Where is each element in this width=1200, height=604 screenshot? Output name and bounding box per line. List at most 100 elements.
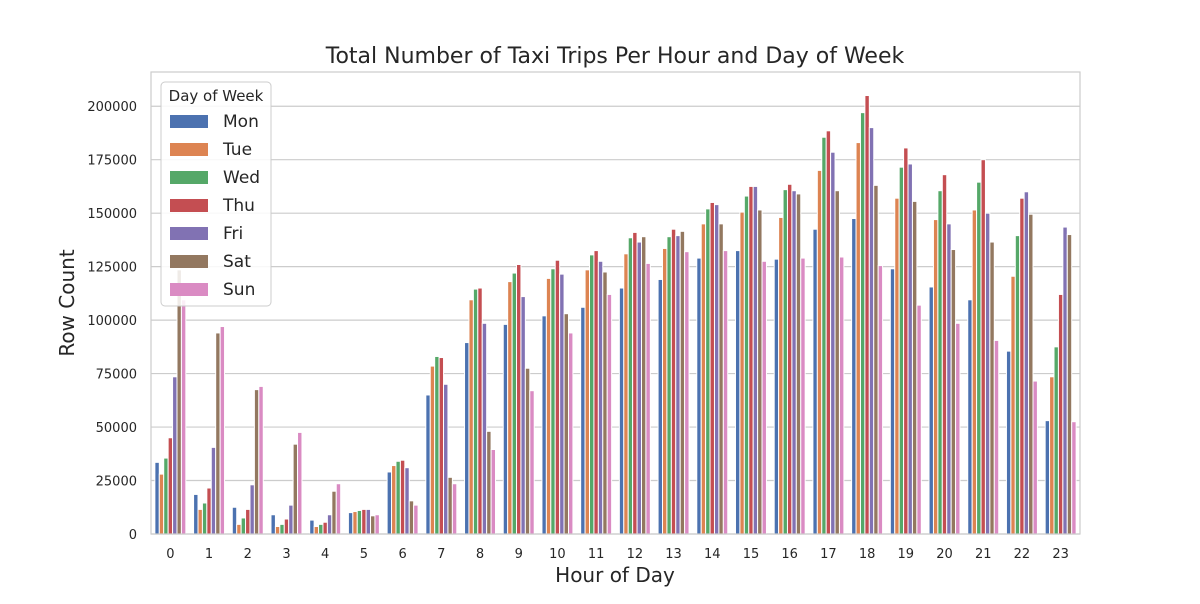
y-tick-label: 0 xyxy=(129,528,137,543)
x-tick-label: 23 xyxy=(1052,547,1069,562)
bar xyxy=(309,519,315,535)
bar xyxy=(722,250,729,535)
bar xyxy=(511,272,518,535)
y-tick-label: 125000 xyxy=(87,261,137,276)
bar xyxy=(739,211,745,535)
bar xyxy=(812,228,818,535)
bar xyxy=(597,260,604,535)
y-tick-label: 50000 xyxy=(96,421,137,436)
x-tick-label: 9 xyxy=(515,547,523,562)
bar xyxy=(782,189,788,535)
bar xyxy=(550,268,556,535)
x-tick-label: 0 xyxy=(166,547,174,562)
bar xyxy=(361,508,367,535)
y-tick-label: 150000 xyxy=(87,207,137,222)
legend-title: Day of Week xyxy=(169,87,264,105)
bar xyxy=(404,467,410,535)
bar xyxy=(941,174,948,535)
y-axis-ticks: 0 25000 50000 75000 100000 125000 150000 175000… xyxy=(87,100,137,543)
bar xyxy=(800,257,806,535)
bar xyxy=(873,184,879,535)
bar xyxy=(1049,376,1055,535)
bar xyxy=(662,247,668,535)
bar xyxy=(451,483,458,535)
bar xyxy=(529,390,535,535)
bar xyxy=(700,223,707,535)
bar xyxy=(795,193,802,535)
bar xyxy=(1066,234,1073,535)
bar xyxy=(541,315,547,535)
bar xyxy=(602,271,608,535)
bar xyxy=(331,490,337,535)
bar xyxy=(370,515,376,535)
bar xyxy=(1010,275,1016,535)
bar xyxy=(864,95,870,535)
bar xyxy=(318,523,324,535)
y-tick-label: 200000 xyxy=(87,100,137,115)
bar xyxy=(757,209,763,535)
bar xyxy=(967,299,973,535)
bar xyxy=(679,230,686,535)
bar xyxy=(554,259,561,535)
bar xyxy=(365,508,372,535)
bar xyxy=(231,506,238,535)
legend-swatch xyxy=(170,143,208,156)
bar xyxy=(743,195,750,535)
bar xyxy=(253,389,260,535)
bar xyxy=(347,512,354,535)
bar xyxy=(855,142,861,535)
bar xyxy=(589,254,595,535)
legend-entry-label: Mon xyxy=(223,112,259,132)
bar xyxy=(606,293,613,535)
legend-frame xyxy=(160,81,272,307)
legend-entry-label: Fri xyxy=(223,224,243,244)
bar xyxy=(490,449,497,535)
legend-swatch xyxy=(170,227,208,240)
bar xyxy=(154,461,160,535)
legend-swatch xyxy=(170,283,208,296)
bar xyxy=(907,163,913,535)
bar xyxy=(980,159,986,535)
x-tick-label: 1 xyxy=(205,547,213,562)
bar xyxy=(584,269,591,535)
bar xyxy=(903,147,909,535)
bar xyxy=(270,514,276,535)
bar xyxy=(245,508,251,535)
bar xyxy=(1062,226,1068,535)
bar xyxy=(468,299,474,535)
bar xyxy=(976,181,982,535)
gridlines xyxy=(151,105,1080,535)
bar xyxy=(283,518,290,535)
bar xyxy=(1023,191,1030,535)
bar xyxy=(1057,293,1064,535)
bar xyxy=(481,322,488,535)
bar xyxy=(288,504,294,535)
bar xyxy=(825,130,832,535)
x-tick-label: 17 xyxy=(820,547,837,562)
bar xyxy=(1005,350,1012,535)
bar xyxy=(274,526,281,535)
bar xyxy=(593,250,599,535)
bar xyxy=(180,299,187,535)
bar xyxy=(201,502,208,535)
bar xyxy=(425,394,431,535)
legend-entry-label: Tue xyxy=(222,140,252,160)
bar xyxy=(391,465,397,535)
bars xyxy=(154,95,1077,535)
bar xyxy=(292,443,299,535)
bar xyxy=(955,322,961,535)
bar xyxy=(937,190,943,535)
bar xyxy=(356,509,363,535)
bar xyxy=(705,208,711,535)
series-sun xyxy=(180,250,1077,535)
bar xyxy=(486,430,492,535)
bar xyxy=(580,306,586,535)
bar xyxy=(502,323,509,535)
x-tick-label: 13 xyxy=(665,547,682,562)
bar xyxy=(249,484,255,535)
bar xyxy=(567,332,574,535)
x-tick-label: 19 xyxy=(898,547,915,562)
bar xyxy=(434,355,440,535)
bar xyxy=(413,504,419,535)
